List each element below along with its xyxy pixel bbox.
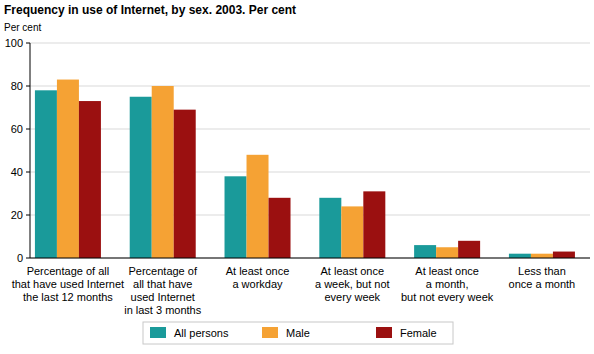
category-label: At least oncea month,but not every week <box>401 265 494 303</box>
bar <box>152 86 174 258</box>
category-line: a week, but not <box>315 278 390 290</box>
grid-line <box>30 129 590 130</box>
tick-mark <box>26 43 30 44</box>
category-line: in last 3 months <box>124 304 202 316</box>
bar <box>225 176 247 258</box>
tick-mark <box>26 215 30 216</box>
tick-label: 0 <box>17 252 23 264</box>
category-line: used Internet <box>131 291 195 303</box>
bar <box>458 241 480 258</box>
grid-line <box>30 86 590 87</box>
category-label: Percentage of allthat have used Internet… <box>12 265 125 303</box>
legend-label: Male <box>286 327 310 339</box>
tick-label: 60 <box>11 123 23 135</box>
tick-label: 100 <box>5 37 23 49</box>
category-line: the last 12 months <box>23 291 113 303</box>
grid-line <box>30 172 590 173</box>
category-line: Percentage of all <box>27 265 110 277</box>
y-label: Per cent <box>4 22 41 33</box>
tick-label: 40 <box>11 166 23 178</box>
bar <box>509 254 531 258</box>
category-line: all that have <box>133 278 192 290</box>
chart: Frequency in use of Internet, by sex. 20… <box>0 0 594 354</box>
grid-line <box>30 215 590 216</box>
legend-box <box>143 322 453 344</box>
bar <box>414 245 436 258</box>
y-axis <box>30 43 31 258</box>
category-line: Less than <box>518 265 566 277</box>
category-label: At least oncea week, but notevery week <box>315 265 390 303</box>
legend-label: Female <box>400 327 437 339</box>
bar <box>319 198 341 258</box>
category-line: every week <box>324 291 380 303</box>
bar <box>174 110 196 258</box>
category-line: Percentage of <box>128 265 197 277</box>
grid-line <box>30 258 590 259</box>
bar <box>363 191 385 258</box>
category-line: At least once <box>226 265 290 277</box>
category-line: that have used Internet <box>12 278 125 290</box>
legend-swatch <box>150 327 166 338</box>
category-line: a workday <box>232 278 283 290</box>
x-axis <box>30 258 590 259</box>
category-line: At least once <box>415 265 479 277</box>
bar <box>130 97 152 258</box>
bar <box>79 101 101 258</box>
category-line: At least once <box>321 265 385 277</box>
legend-swatch <box>262 327 278 338</box>
legend-label: All persons <box>174 327 229 339</box>
category-label: Percentage ofall that haveused Interneti… <box>124 265 202 316</box>
bars <box>35 80 575 258</box>
bar <box>269 198 291 258</box>
bar <box>553 252 575 258</box>
bar <box>341 206 363 258</box>
tick-label: 20 <box>11 209 23 221</box>
tick-label: 80 <box>11 80 23 92</box>
tick-mark <box>26 129 30 130</box>
bar <box>436 247 458 258</box>
bar <box>57 80 79 258</box>
category-label: Less thanonce a month <box>509 265 576 290</box>
bar <box>531 254 553 258</box>
category-line: a month, <box>426 278 469 290</box>
grid-line <box>30 43 590 44</box>
category-line: but not every week <box>401 291 494 303</box>
tick-mark <box>26 172 30 173</box>
category-label: At least oncea workday <box>226 265 290 290</box>
tick-mark <box>26 258 30 259</box>
tick-mark <box>26 86 30 87</box>
bar <box>247 155 269 258</box>
category-line: once a month <box>509 278 576 290</box>
title: Frequency in use of Internet, by sex. 20… <box>4 3 296 17</box>
legend-swatch <box>376 327 392 338</box>
bar <box>35 90 57 258</box>
